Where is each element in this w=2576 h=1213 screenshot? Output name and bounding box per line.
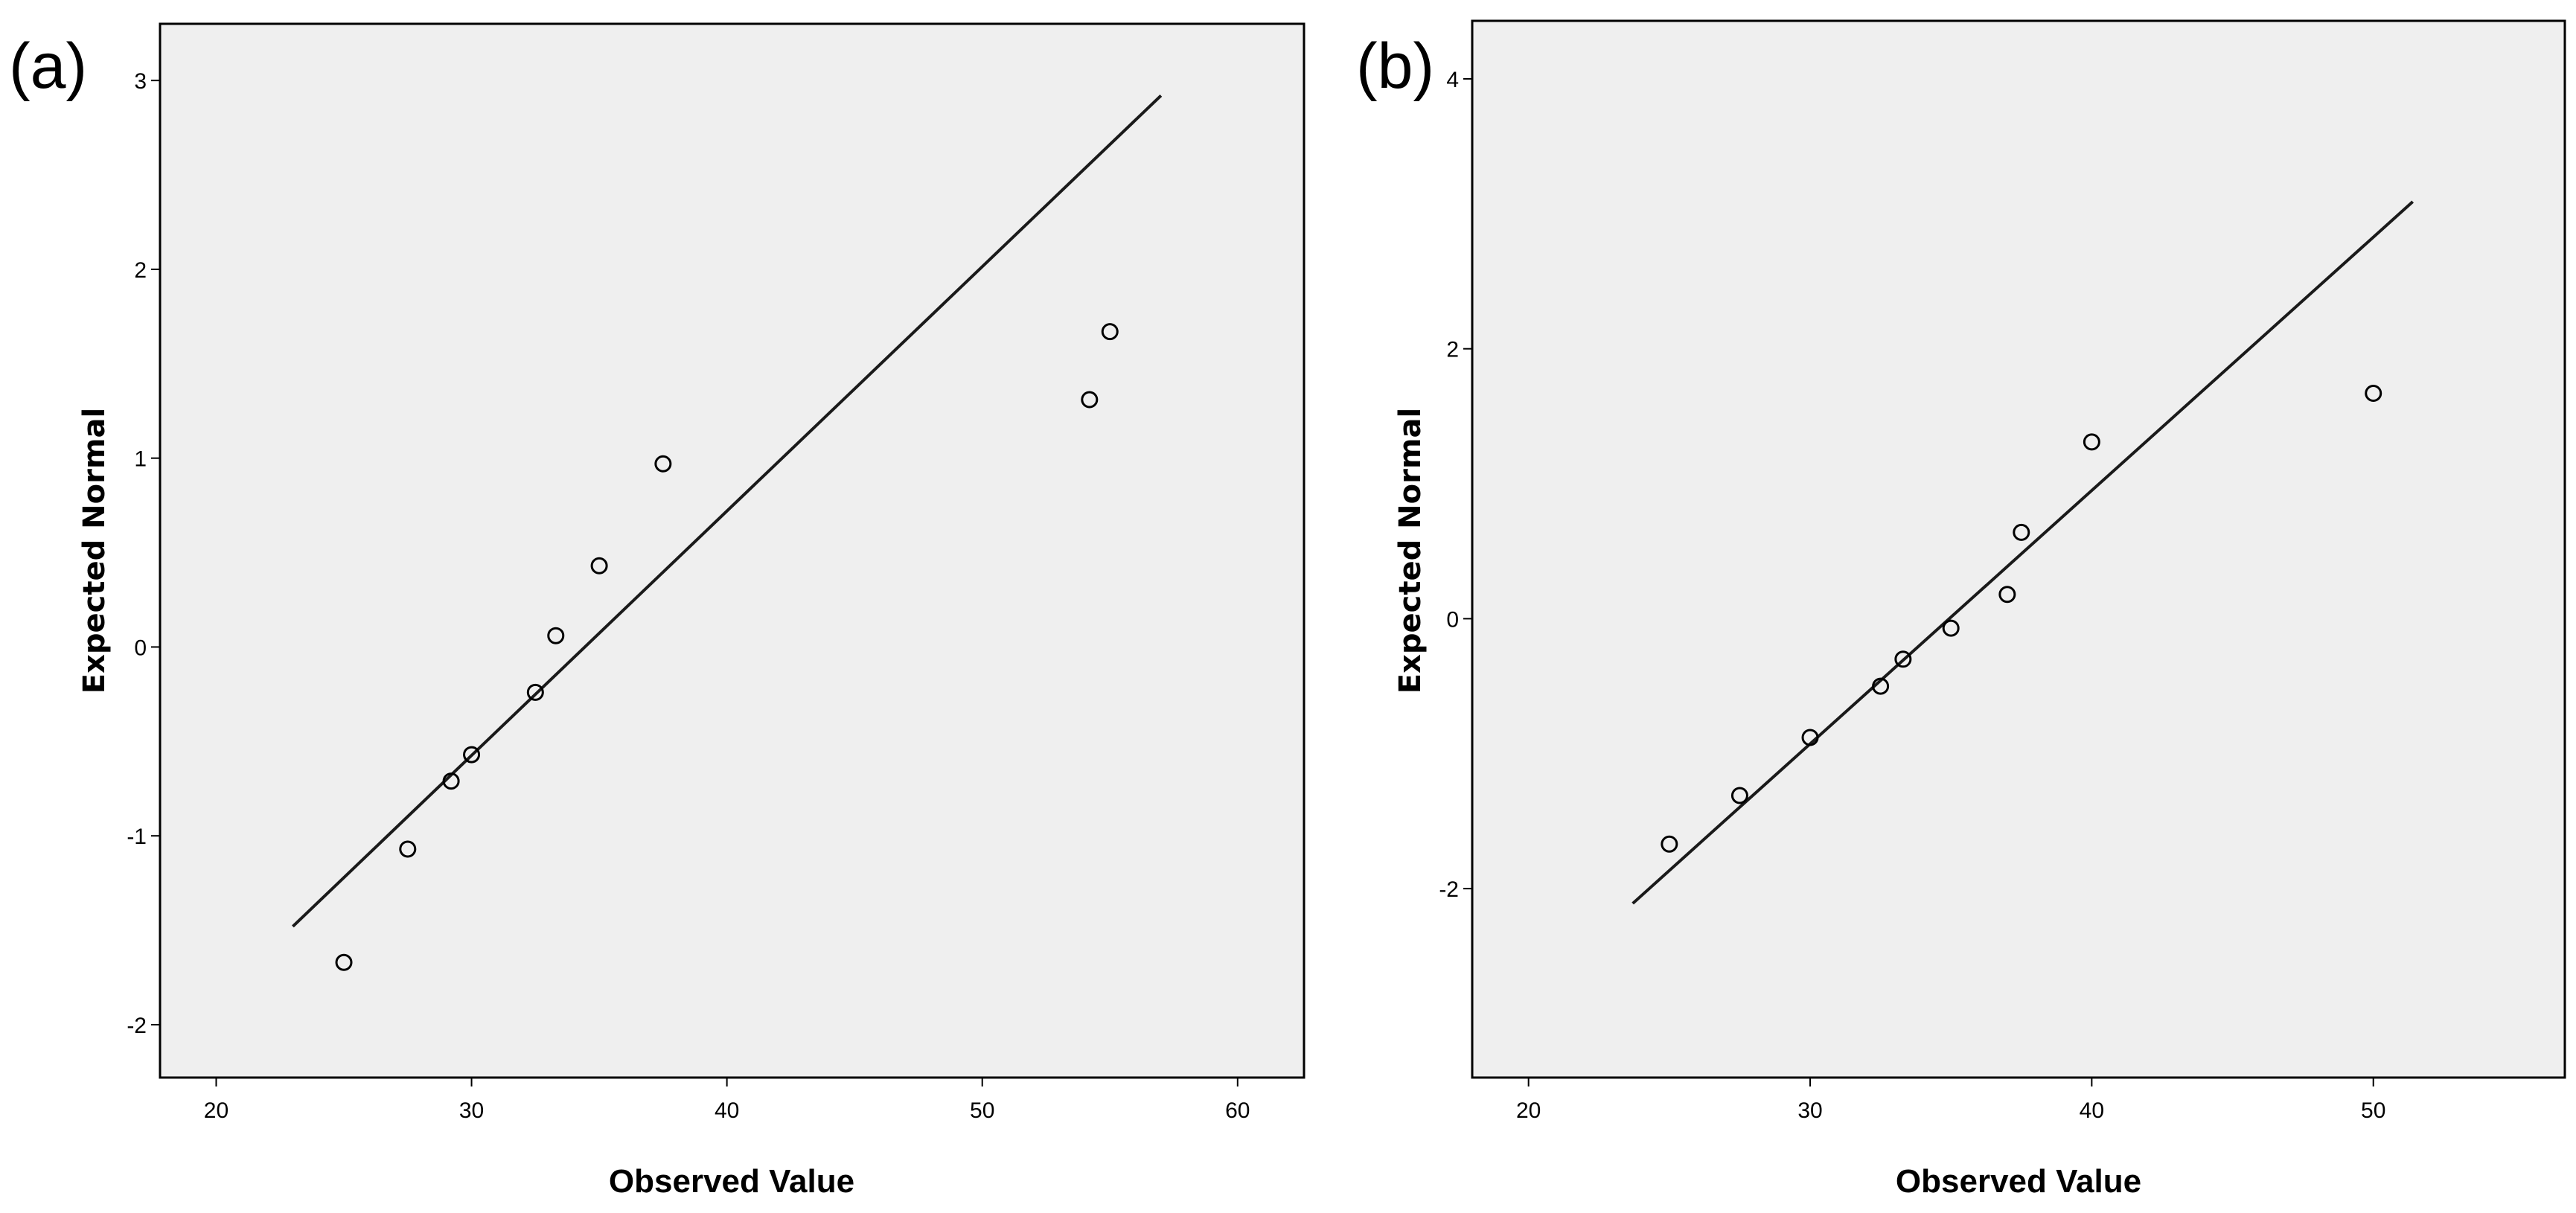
x-tick-label: 30 bbox=[459, 1098, 484, 1123]
data-point bbox=[1730, 787, 1748, 804]
y-tick-label: 0 bbox=[134, 636, 147, 660]
panel-label: (b) bbox=[1356, 31, 1434, 102]
x-tick-label: 20 bbox=[1516, 1098, 1541, 1123]
panel-label: (a) bbox=[9, 31, 87, 102]
data-point bbox=[1101, 323, 1119, 341]
x-tick-label: 50 bbox=[970, 1098, 994, 1123]
plot-area bbox=[1471, 19, 2566, 1079]
y-axis-title: Expected Normal bbox=[77, 408, 112, 694]
y-tick-label: -1 bbox=[127, 825, 147, 849]
data-point bbox=[442, 772, 460, 790]
data-point bbox=[463, 746, 481, 764]
x-tick-label: 40 bbox=[715, 1098, 739, 1123]
data-point bbox=[2083, 433, 2100, 451]
data-point bbox=[2365, 385, 2382, 403]
data-point bbox=[1081, 391, 1099, 409]
data-point bbox=[399, 840, 417, 858]
x-tick-label: 20 bbox=[204, 1098, 228, 1123]
data-point bbox=[1801, 729, 1819, 746]
y-axis-title: Expected Normal bbox=[1393, 408, 1428, 694]
reference-line bbox=[292, 94, 1163, 928]
data-point bbox=[654, 455, 672, 473]
y-tick-label: 2 bbox=[134, 258, 147, 283]
data-point bbox=[1942, 619, 1960, 637]
y-tick-label: 3 bbox=[134, 69, 147, 94]
data-point bbox=[2013, 523, 2030, 541]
x-axis-title: Observed Value bbox=[609, 1163, 854, 1200]
x-tick-label: 30 bbox=[1797, 1098, 1822, 1123]
data-point bbox=[526, 683, 544, 701]
plot-area bbox=[159, 22, 1305, 1079]
y-tick-label: -2 bbox=[127, 1014, 147, 1038]
y-tick-label: 1 bbox=[134, 447, 147, 472]
data-point bbox=[1998, 586, 2016, 604]
x-tick-label: 40 bbox=[2080, 1098, 2104, 1123]
x-tick-label: 50 bbox=[2361, 1098, 2385, 1123]
y-tick-label: 2 bbox=[1446, 338, 1459, 362]
panel-b: (b) -2 0 2 4 20 30 40 50 Expected Normal Observed … bbox=[1356, 19, 2566, 1200]
data-point bbox=[335, 953, 353, 971]
y-tick-label: -2 bbox=[1439, 877, 1459, 902]
data-point bbox=[590, 557, 608, 575]
x-axis-title: Observed Value bbox=[1896, 1163, 2141, 1200]
data-point bbox=[547, 627, 565, 644]
reference-line bbox=[1631, 200, 2414, 905]
data-point bbox=[1661, 835, 1678, 853]
data-point bbox=[1894, 650, 1912, 668]
y-tick-label: 0 bbox=[1446, 607, 1459, 632]
x-tick-label: 60 bbox=[1225, 1098, 1250, 1123]
panel-a: (a) -2 -1 0 1 2 3 20 30 40 50 60 Expected Normal Obse… bbox=[9, 22, 1305, 1200]
y-tick-label: 4 bbox=[1446, 68, 1459, 92]
data-point bbox=[1872, 677, 1890, 695]
